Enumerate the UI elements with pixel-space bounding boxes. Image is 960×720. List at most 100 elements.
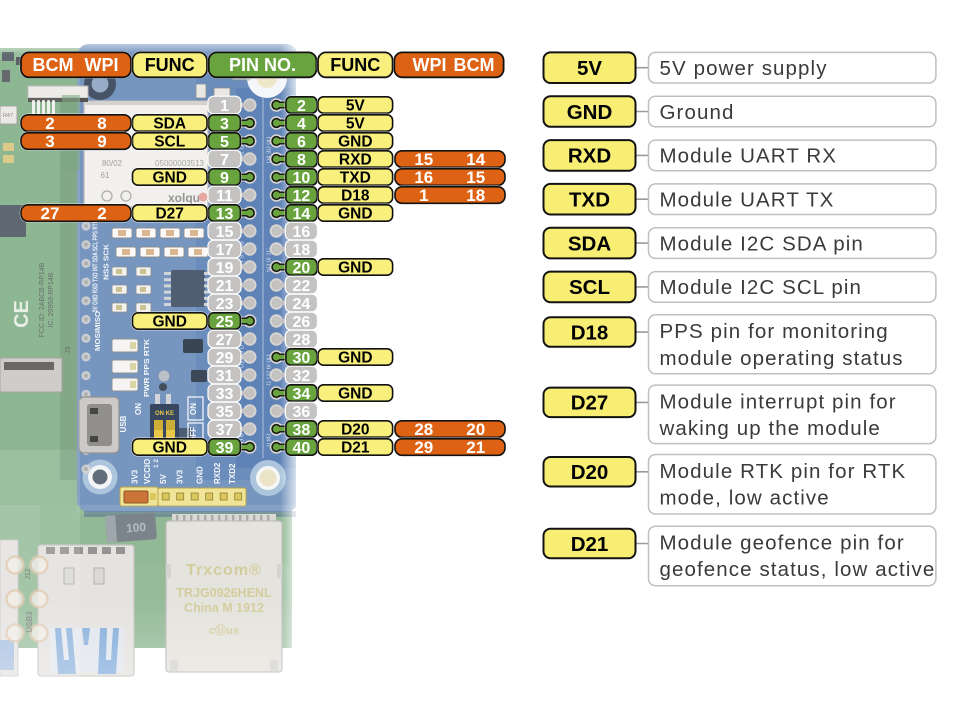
svg-text:5V GND RXD TXD INT SDA SCL PPS: 5V GND RXD TXD INT SDA SCL PPS RTK [93,220,100,312]
svg-text:WPI: WPI [413,55,447,75]
svg-text:9: 9 [97,132,106,151]
svg-text:19: 19 [216,260,234,277]
svg-text:3V3: 3V3 [176,469,185,484]
svg-text:2: 2 [45,114,54,133]
svg-text:22: 22 [293,278,311,295]
svg-text:3: 3 [220,116,229,133]
svg-text:I1 O2 6I 0O: I1 O2 6I 0O [267,354,273,385]
svg-text:16: 16 [293,224,311,241]
svg-text:FCC ID: 2ABCB-RP14B: FCC ID: 2ABCB-RP14B [39,262,46,337]
svg-text:I1 O1 2O D: I1 O1 2O D [240,344,246,375]
svg-text:GND: GND [338,386,372,403]
svg-text:D20: D20 [341,422,369,439]
svg-text:OFF: OFF [189,427,198,443]
svg-text:GND: GND [152,314,186,331]
svg-text:31: 31 [216,368,234,385]
svg-text:5V: 5V [346,116,366,133]
svg-text:5V: 5V [577,57,602,80]
svg-text:D27: D27 [155,206,183,223]
svg-text:ON: ON [134,403,143,415]
svg-text:MOSIMISO: MOSIMISO [95,310,102,351]
svg-text:D4 3D 0O: D4 3D 0O [267,136,273,163]
svg-text:05000003513: 05000003513 [155,159,204,168]
svg-text:RXD2: RXD2 [213,462,222,484]
svg-text:15: 15 [414,150,433,169]
svg-text:module operating status: module operating status [660,347,904,370]
svg-text:J12: J12 [25,568,32,579]
svg-text:80/02: 80/02 [102,159,123,168]
svg-text:Module interrupt pin for: Module interrupt pin for [660,390,897,413]
svg-text:GND: GND [196,466,205,484]
svg-text:D20: D20 [571,461,609,484]
svg-text:15: 15 [466,168,485,187]
svg-text:CE: CE [11,300,33,328]
svg-text:PIN NO.: PIN NO. [229,55,296,75]
svg-text:18: 18 [466,186,485,205]
svg-text:39: 39 [216,440,234,457]
svg-text:1: 1 [220,98,229,115]
svg-text:5V: 5V [346,98,366,115]
svg-text:30: 30 [293,350,311,367]
svg-text:RXD: RXD [339,152,372,169]
svg-text:D18: D18 [571,321,609,344]
svg-text:Module I2C SDA pin: Module I2C SDA pin [660,232,864,255]
svg-text:xolqu: xolqu [168,191,200,205]
svg-text:28: 28 [414,420,433,439]
svg-text:17: 17 [216,242,234,259]
svg-text:14: 14 [466,150,485,169]
svg-text:D27: D27 [571,392,609,415]
svg-text:6: 6 [297,134,306,151]
svg-text:GND: GND [338,206,372,223]
svg-text:34: 34 [293,386,311,403]
svg-text:R47: R47 [3,113,13,119]
svg-text:TXD: TXD [569,189,610,212]
svg-text:0 8O: 0 8O [267,433,273,446]
svg-text:KH S O0S: KH S O0S [240,241,246,269]
svg-text:61: 61 [101,171,110,180]
svg-text:TXD: TXD [340,170,371,187]
svg-text:5O 0I 1C: 5O 0I 1C [267,247,273,272]
svg-text:13: 13 [216,206,234,223]
svg-text:SDA: SDA [568,232,611,255]
svg-text:TRJG0926HENL: TRJG0926HENL [176,586,272,600]
svg-text:BCM: BCM [454,55,495,75]
svg-text:5V power supply: 5V power supply [660,57,828,80]
svg-text:4: 4 [297,116,306,133]
svg-text:1 2: 1 2 [153,459,160,468]
svg-text:29: 29 [414,438,433,457]
svg-text:Module geofence pin for: Module geofence pin for [660,532,905,555]
svg-text:28: 28 [293,332,311,349]
svg-text:SDA: SDA [153,116,186,133]
svg-text:GND: GND [338,134,372,151]
svg-text:BCM: BCM [33,55,74,75]
svg-text:26: 26 [293,314,311,331]
svg-text:0U 6: 0U 6 [240,433,246,446]
svg-text:Ground: Ground [660,101,735,124]
svg-text:J3: J3 [65,346,72,354]
svg-text:waking up the module: waking up the module [659,417,881,440]
svg-text:7: 7 [220,152,229,169]
svg-text:18: 18 [293,242,311,259]
svg-text:27: 27 [41,204,60,223]
svg-text:20: 20 [466,420,485,439]
svg-text:12: 12 [293,188,311,205]
svg-text:WPI: WPI [85,55,119,75]
svg-text:3I2 OH: 3I2 OH [240,140,246,159]
svg-text:29: 29 [216,350,234,367]
svg-text:D18: D18 [341,188,370,205]
svg-text:8: 8 [97,114,106,133]
svg-text:Module UART TX: Module UART TX [660,189,835,212]
svg-text:Module I2C SCL pin: Module I2C SCL pin [660,276,863,299]
svg-text:15: 15 [216,224,234,241]
svg-text:33: 33 [216,386,234,403]
svg-text:5: 5 [220,134,229,151]
svg-text:GND: GND [338,350,372,367]
svg-text:mode, low active: mode, low active [660,487,830,510]
svg-text:24: 24 [293,296,311,313]
svg-text:36: 36 [293,404,311,421]
svg-text:IC: 20953-RP14B: IC: 20953-RP14B [48,272,55,327]
svg-text:Module UART RX: Module UART RX [660,145,838,168]
svg-text:GND: GND [567,101,613,124]
svg-text:RXD: RXD [568,145,611,168]
svg-text:GND: GND [338,260,372,277]
